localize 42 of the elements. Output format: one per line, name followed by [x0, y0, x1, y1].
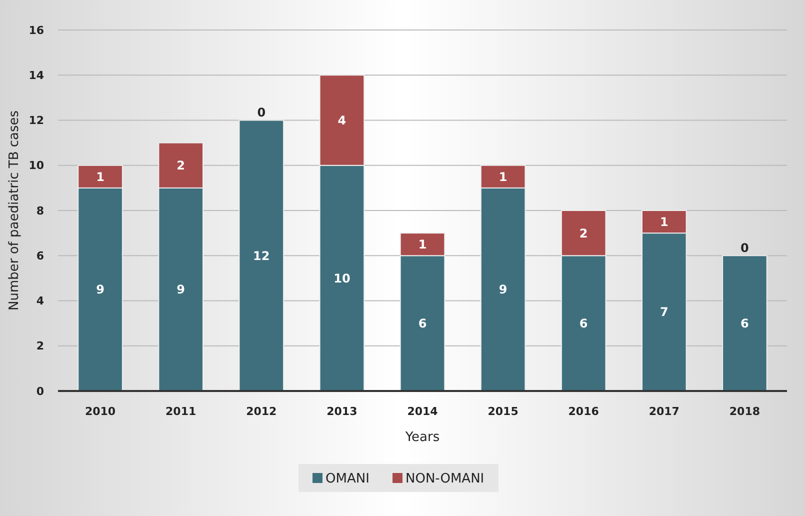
data-label: 0	[740, 240, 749, 255]
x-tick-label: 2016	[568, 405, 600, 418]
data-label: 1	[418, 238, 427, 252]
data-label: 4	[338, 113, 346, 128]
data-label: 2	[579, 226, 588, 240]
data-label: 10	[334, 271, 350, 286]
data-label: 9	[176, 282, 186, 297]
y-axis-title: Number of paediatric TB cases	[7, 110, 22, 311]
data-label: 6	[579, 316, 588, 331]
x-tick-label: 2015	[488, 405, 518, 418]
y-tick-label: 6	[36, 249, 44, 262]
y-tick-label: 10	[28, 159, 44, 172]
bar	[238, 120, 284, 392]
data-label: 9	[498, 282, 508, 297]
x-tick-label: 2018	[729, 405, 760, 418]
x-axis-title: Years	[404, 430, 440, 445]
data-label: 1	[96, 170, 104, 184]
data-label: 12	[253, 248, 270, 263]
data-label: 7	[660, 305, 668, 320]
x-tick-label: 2011	[166, 405, 196, 418]
x-tick-label: 2012	[246, 405, 277, 418]
data-label: 1	[498, 170, 508, 184]
y-tick-label: 2	[36, 340, 44, 353]
x-tick-label: 2010	[84, 405, 116, 418]
data-label: 6	[418, 316, 427, 331]
data-label: 2	[176, 158, 186, 173]
legend-label: NON-OMANI	[406, 472, 484, 487]
y-tick-label: 12	[28, 114, 44, 128]
y-tick-label: 8	[36, 204, 44, 218]
y-tick-label: 0	[36, 384, 44, 398]
text: OMANI	[326, 472, 370, 487]
data-label: 0	[257, 105, 266, 120]
y-tick-label: 14	[28, 68, 44, 82]
x-tick-label: 2013	[326, 405, 358, 418]
bar	[722, 255, 768, 392]
data-label: 6	[740, 316, 749, 331]
y-tick-label: 16	[28, 24, 44, 37]
y-tick-label: 4	[36, 294, 44, 308]
x-tick-label: 2014	[407, 405, 438, 418]
x-tick-label: 2017	[648, 405, 680, 418]
data-label: 1	[660, 214, 668, 229]
data-label: 9	[96, 282, 104, 297]
